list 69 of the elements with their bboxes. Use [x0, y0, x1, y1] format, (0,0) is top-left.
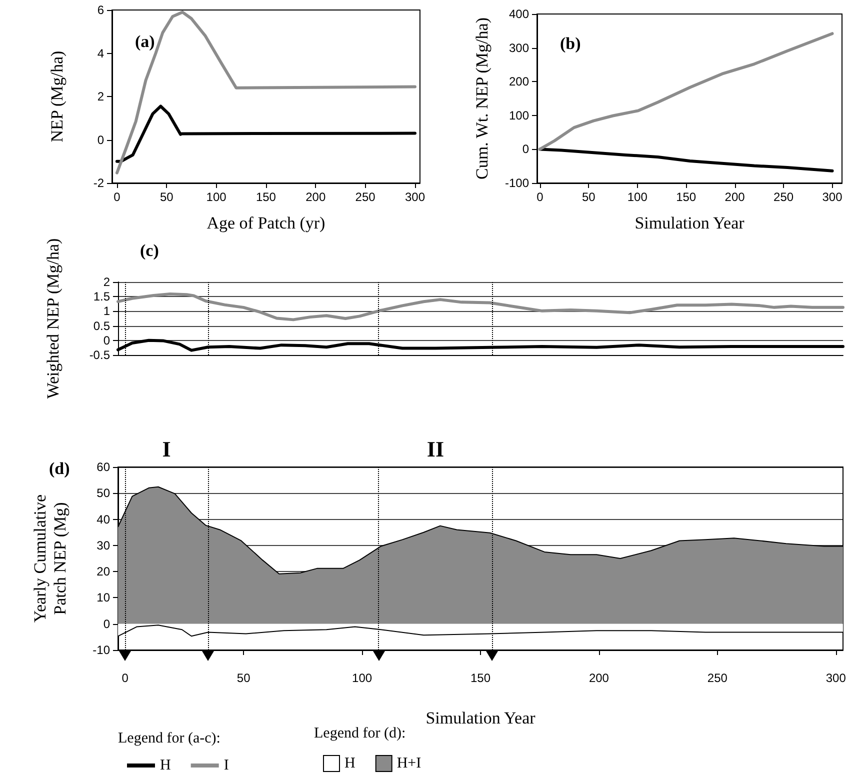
legend-title: Legend for (d): — [314, 726, 406, 742]
y-axis-title: NEP (Mg/ha) — [48, 50, 66, 142]
y-tick-label: -100 — [504, 176, 530, 190]
x-tick-label: 300 — [826, 671, 846, 685]
y-axis-title: Yearly Cumulative Patch NEP (Mg) — [30, 494, 70, 623]
text: (b) — [560, 34, 581, 53]
x-tick-label: 0 — [114, 190, 121, 204]
x-tick-label: 250 — [355, 190, 376, 204]
y-axis-title: Cum. Wt. NEP (Mg/ha) — [472, 18, 492, 180]
y-tick-label: 300 — [508, 40, 530, 55]
y-tick-label: 2 — [97, 90, 104, 104]
x-tick-label: 0 — [122, 671, 129, 685]
legend-label: H — [160, 758, 171, 774]
y-tick-label: 0 — [522, 142, 530, 156]
y-tick-label: 4 — [97, 46, 104, 60]
line-series — [538, 32, 834, 151]
x-tick-label: 300 — [822, 190, 843, 204]
y-tick-label: -0.5 — [89, 348, 110, 362]
x-tick-label: 0 — [536, 190, 544, 204]
legend-label: H — [344, 756, 356, 772]
x-tick-label: 250 — [774, 190, 794, 204]
x-axis-title: Simulation Year — [426, 708, 536, 728]
y-tick-label: 1.5 — [93, 290, 110, 304]
legend-label: H+I — [396, 756, 422, 772]
y-tick-label: 0.5 — [93, 318, 110, 333]
x-tick-label: 300 — [404, 190, 426, 204]
legend-label: I — [224, 758, 229, 774]
legend-title: Legend for (a-c): — [118, 730, 220, 746]
x-tick-label: 100 — [627, 190, 648, 204]
y-tick-label: 30 — [96, 538, 110, 552]
x-tick-label: 50 — [236, 671, 251, 685]
y-tick-label: 40 — [96, 512, 110, 526]
line-series — [116, 292, 844, 322]
y-tick-label: 0 — [103, 333, 110, 348]
y-tick-label: -2 — [93, 176, 104, 190]
y-tick-label: 100 — [508, 108, 530, 122]
y-tick-label: 1 — [103, 304, 110, 318]
x-tick-label: 100 — [352, 671, 372, 685]
y-tick-label: 60 — [96, 460, 110, 474]
y-axis-title: Weighted NEP (Mg/ha) — [44, 238, 62, 399]
line-series — [115, 104, 416, 163]
y-tick-label: 6 — [97, 3, 104, 17]
chart-title: (c) — [140, 241, 159, 260]
y-tick-label: 10 — [96, 590, 110, 605]
text: II — [426, 436, 444, 462]
y-tick-label: 2 — [103, 275, 110, 290]
x-tick-label: 200 — [724, 190, 746, 204]
x-tick-label: 200 — [588, 671, 610, 685]
text: I — [162, 436, 171, 462]
x-tick-label: 150 — [470, 671, 491, 685]
y-tick-label: 0 — [103, 616, 110, 631]
chart-title: (d) — [49, 459, 70, 478]
text: (a) — [135, 32, 155, 51]
x-tick-label: 100 — [206, 190, 227, 204]
x-tick-label: 250 — [707, 671, 728, 685]
x-axis-title: Age of Patch (yr) — [206, 214, 326, 232]
x-tick-label: 150 — [676, 190, 696, 204]
y-tick-label: 0 — [97, 132, 104, 147]
x-tick-label: 150 — [256, 190, 276, 204]
x-axis-title: Simulation Year — [634, 214, 745, 232]
x-tick-label: 50 — [160, 190, 174, 204]
y-tick-label: 50 — [96, 486, 110, 500]
y-tick-label: 400 — [508, 7, 530, 21]
x-tick-label: 200 — [306, 190, 326, 204]
line-series — [115, 10, 416, 174]
x-tick-label: 50 — [582, 190, 596, 204]
y-tick-label: 20 — [96, 564, 110, 579]
y-tick-label: -10 — [92, 643, 110, 657]
y-tick-label: 200 — [508, 74, 530, 89]
